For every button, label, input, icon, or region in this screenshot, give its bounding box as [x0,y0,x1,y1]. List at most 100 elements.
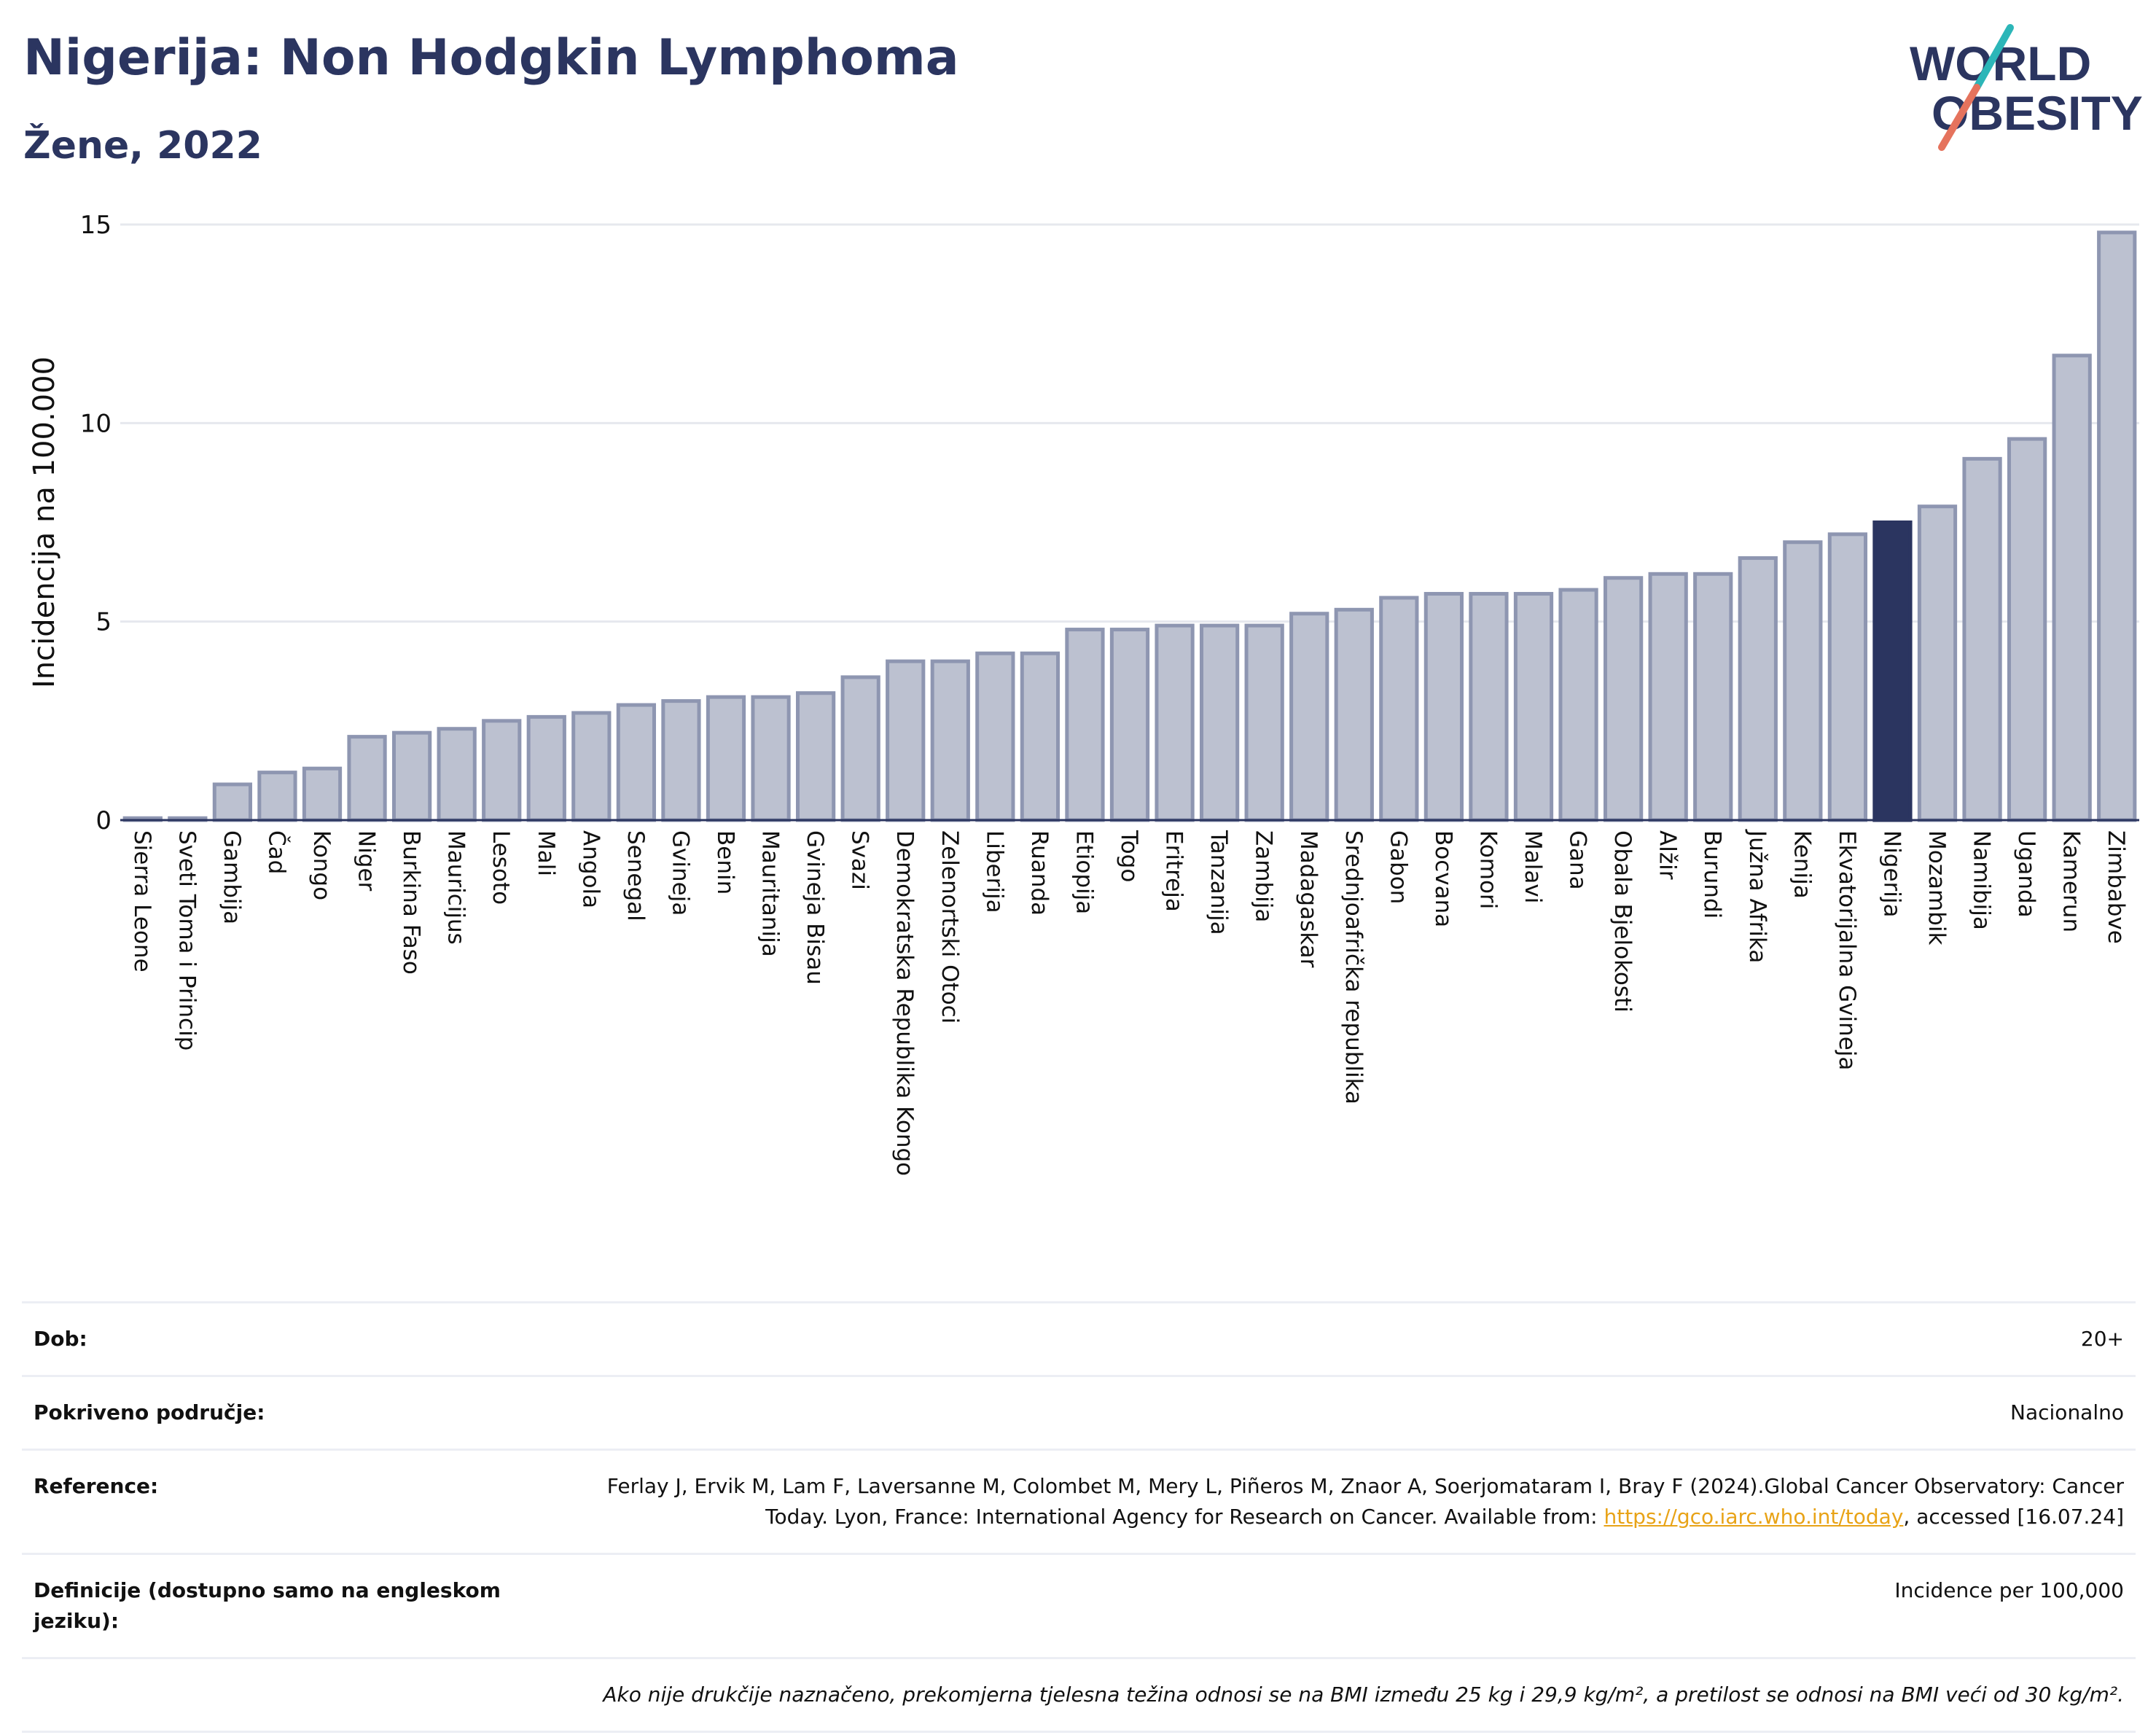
bar-uganda [2007,437,2047,822]
bar-čad [257,771,297,822]
logo-slash-coral [1938,84,1980,151]
bar-niger [347,735,387,822]
bar-ekvatorijalna-gvineja [1827,532,1868,822]
bar-zambija [1244,623,1284,822]
logo-slash-teal [1973,24,2014,91]
bar-benin [706,695,746,822]
y-tick-labels: 0 5 10 15 [80,211,112,835]
bar-svazi [840,675,880,822]
x-tick-label: Burkina Faso [398,830,424,975]
world-obesity-logo: WORLD OBESITY [1910,24,2143,151]
bar-južna-afrika [1738,556,1778,822]
x-tick-label: Niger [354,830,380,892]
bar-zelenortski-otoci [930,659,970,822]
x-tick-label: Malavi [1520,830,1546,903]
x-tick-label: Angola [577,830,604,908]
reference-value: Ferlay J, Ervik M, Lam F, Laversanne M, … [570,1449,2136,1554]
x-tick-label: Gabon [1385,830,1411,904]
x-tick-label: Nigerija [1878,830,1905,918]
x-tick-label: Gambija [219,830,245,924]
x-tick-label: Ruanda [1026,830,1052,916]
x-tick-label: Benin [712,830,738,894]
bar-gabon [1379,596,1419,822]
y-tick-label: 0 [95,806,112,835]
x-tick-labels: Sierra Leone Sveti Toma i Princip Gambija Č… [129,829,2129,1176]
bar-mauritanija [751,695,791,822]
bar-liberija [975,651,1015,822]
page-subtitle: Žene, 2022 [23,124,262,168]
y-tick-label: 10 [80,409,112,438]
bar-kenija [1783,540,1823,822]
x-tick-label: Mauricijus [443,830,469,945]
info-row-coverage: Pokriveno područje: Nacionalno [22,1375,2136,1450]
page-title: Nigerija: Non Hodgkin Lymphoma [23,29,959,87]
x-tick-label: Etiopija [1071,830,1097,914]
bar-malavi [1513,592,1554,822]
x-tick-label: Sierra Leone [129,830,155,972]
info-row-age: Dob: 20+ [22,1301,2136,1376]
x-tick-label: Zambija [1251,830,1277,922]
coverage-label: Pokriveno područje: [22,1375,570,1450]
bar-ruanda [1020,651,1061,822]
x-tick-label: Namibija [1969,830,1995,930]
reference-link[interactable]: https://gco.iarc.who.int/today [1604,1505,1904,1529]
x-tick-label: Mauritanija [757,830,784,957]
reference-tail: , accessed [16.07.24] [1903,1505,2124,1529]
x-tick-label: Kamerun [2058,830,2085,932]
x-tick-label: Svazi [847,830,873,890]
x-tick-label: Ekvatorijalna Gvineja [1834,830,1860,1070]
bar-mauricijus [437,727,477,822]
x-tick-label: Demokratska Republika Kongo [891,830,918,1176]
bar-zimbabve [2097,230,2137,822]
x-tick-label: Mali [533,830,559,876]
x-tick-label: Srednjoafrička republika [1340,830,1367,1104]
x-tick-label: Madagaskar [1295,830,1321,968]
x-tick-label: Čad [263,830,290,874]
x-tick-label: Komori [1475,830,1501,909]
bar-gvineja-bisau [795,691,836,822]
age-label: Dob: [22,1301,570,1376]
info-row-note: Ako nije drukčije naznačeno, prekomjerna… [22,1657,2136,1733]
x-tick-label: Južna Afrika [1744,829,1770,963]
y-axis-title: Incidencija na 100.000 [28,356,61,688]
bar-madagaskar [1289,612,1329,822]
x-tick-label: Liberija [981,830,1007,913]
bar-etiopija [1065,628,1105,822]
bar-mali [526,714,566,822]
bar-demokratska-republika-kongo [886,659,926,822]
bar-chart: 0 5 10 15 Sierra Leone Sveti Toma i Princip G… [28,211,2139,1176]
bar-lesoto [482,719,522,822]
bars [122,230,2137,822]
bar-togo [1109,628,1150,822]
bar-senegal [616,703,657,822]
definitions-value: Incidence per 100,000 [570,1553,2136,1658]
x-tick-label: Kongo [308,830,335,900]
x-tick-label: Togo [1116,830,1142,882]
x-tick-label: Gvineja [667,830,693,916]
x-tick-label: Alžir [1655,830,1681,880]
x-tick-label: Mozambik [1923,830,1950,945]
bar-tanzanija [1199,623,1240,822]
bar-bocvana [1423,592,1464,822]
x-tick-label: Zimbabve [2103,830,2129,944]
y-tick-label: 5 [95,608,112,637]
bar-komori [1469,592,1509,822]
bar-eritreja [1155,623,1195,822]
bar-obala-bjelokosti [1603,576,1644,822]
bar-namibija [1962,456,2002,822]
bar-burundi [1693,572,1733,822]
x-tick-label: Zelenortski Otoci [937,830,963,1024]
footnote: Ako nije drukčije naznačeno, prekomjerna… [22,1657,2136,1733]
x-tick-label: Tanzanija [1206,830,1232,935]
bar-nigerija [1872,520,1913,822]
coverage-value: Nacionalno [570,1375,2136,1450]
y-tick-label: 15 [80,211,112,240]
x-tick-label: Bocvana [1430,830,1456,927]
bar-gvineja [661,699,701,822]
bar-alžir [1648,572,1688,822]
bar-srednjoafrička-republika [1334,607,1374,822]
reference-label: Reference: [22,1449,570,1554]
x-tick-label: Lesoto [488,830,514,905]
bar-angola [571,711,612,822]
x-tick-label: Eritreja [1161,830,1187,912]
